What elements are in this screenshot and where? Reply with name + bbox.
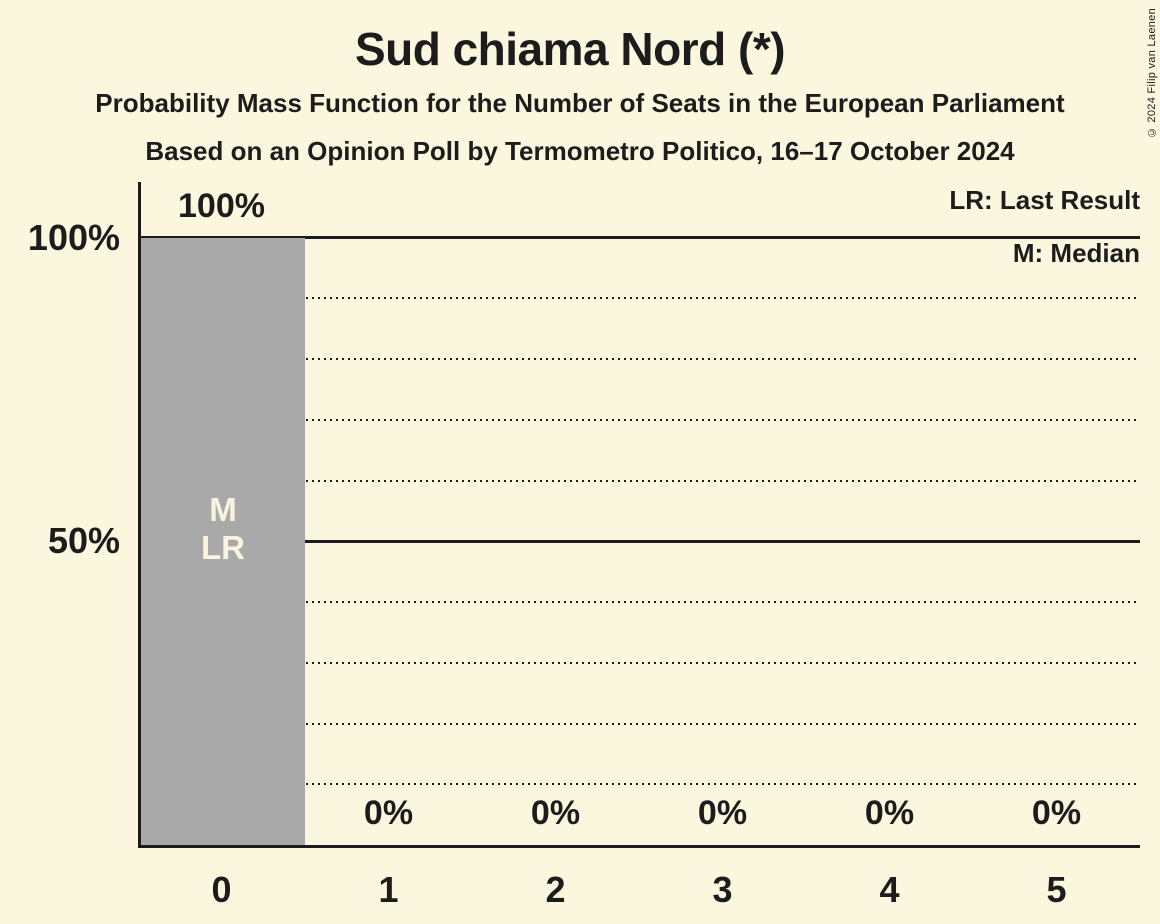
gridline-dotted-10 <box>138 783 1140 786</box>
legend-last-result-label: LR: Last Result <box>949 185 1140 215</box>
x-tick-label-0: 0 <box>211 869 232 910</box>
value-label-seats-0: 100% <box>178 186 265 225</box>
gridline-dotted-30 <box>138 661 1140 664</box>
x-tick-label-5: 5 <box>1046 869 1067 910</box>
legend-median-label: M: Median <box>1012 238 1140 268</box>
bar-median-lastresult-label: M LR <box>201 491 245 566</box>
gridline-dotted-60 <box>138 479 1140 482</box>
gridline-dotted-90 <box>138 297 1140 300</box>
value-label-seats-1: 0% <box>363 794 414 832</box>
value-label-seats-5: 0% <box>1031 794 1082 832</box>
gridline-dotted-70 <box>138 418 1140 421</box>
x-tick-label-2: 2 <box>545 869 566 910</box>
x-tick-label-4: 4 <box>879 869 900 910</box>
y-tick-label-50: 50% <box>47 520 120 562</box>
chart-subtitle-poll-source: Based on an Opinion Poll by Termometro P… <box>145 136 1015 166</box>
gridline-dotted-20 <box>138 722 1140 725</box>
y-axis-line <box>138 182 141 848</box>
gridline-solid-50 <box>138 539 1140 543</box>
gridline-solid-100 <box>138 236 1140 239</box>
y-tick-label-100: 100% <box>27 216 120 258</box>
value-label-seats-4: 0% <box>864 794 915 832</box>
x-tick-label-1: 1 <box>378 869 399 910</box>
chart-title: Sud chiama Nord (*) <box>354 23 786 75</box>
plot-area: 100% 0 0% 1 0% 2 0% 3 0% 4 0% 5 M LR <box>138 182 1140 908</box>
x-axis-line <box>138 845 1140 848</box>
chart-subtitle-description: Probability Mass Function for the Number… <box>95 88 1065 118</box>
gridline-dotted-40 <box>138 601 1140 603</box>
value-label-seats-2: 0% <box>530 794 581 832</box>
value-label-seats-3: 0% <box>697 794 748 832</box>
copyright-text: © 2024 Filip van Laenen <box>1146 8 1158 139</box>
x-tick-label-3: 3 <box>712 869 733 910</box>
bar-seats-0 <box>141 237 305 845</box>
gridline-dotted-80 <box>138 358 1140 360</box>
